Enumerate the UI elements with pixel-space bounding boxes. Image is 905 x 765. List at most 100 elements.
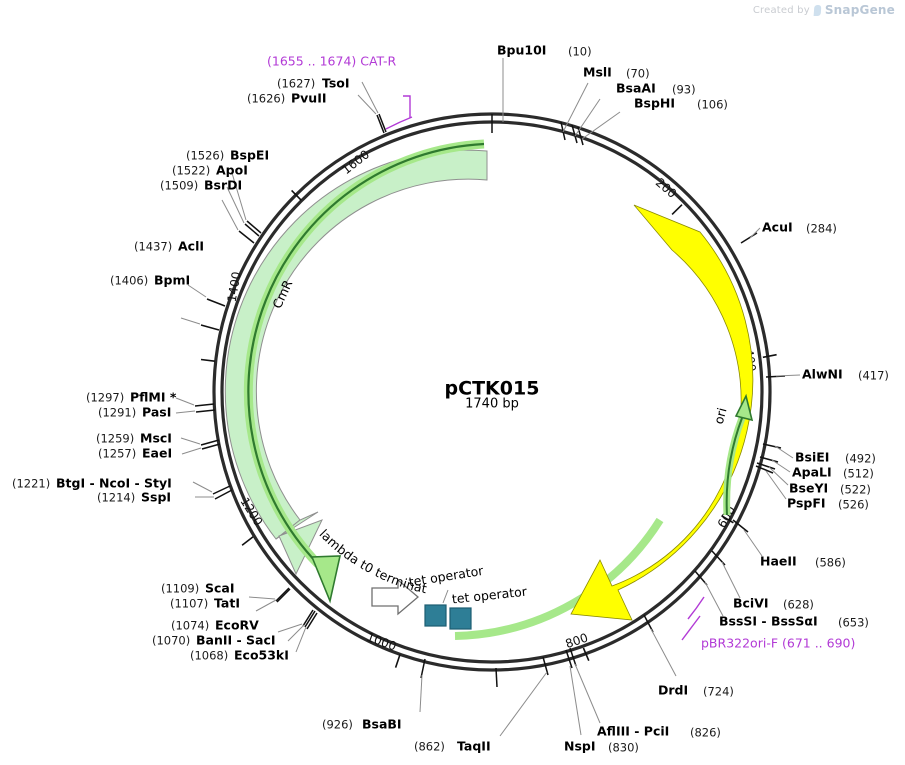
feature-label-ori: ori [711,406,730,426]
site-label-banii-saci[interactable]: (1070) BanII - SacI [152,633,276,648]
primer-label-cat-r: (1655 .. 1674) CAT-R [267,54,397,69]
enzyme-name: BanII - SacI [196,633,276,648]
site-label-drdi[interactable]: DrdI (724) [658,683,734,699]
tick-1000: 1000 [365,630,401,668]
feature-cmr-arrow[interactable] [243,139,485,604]
enzyme-name: PflMI * [130,390,177,405]
site-label-aflIII-pcii[interactable]: AflIII - PciI (826) [597,724,721,740]
snapgene-watermark: Created by SnapGene [753,3,895,17]
feature-ori[interactable]: ori [570,204,754,621]
enzyme-position: (586) [815,556,846,570]
enzyme-name: BciVI [733,596,769,611]
enzyme-name: BsaAI [616,81,656,96]
enzyme-name: PvuII [291,91,327,106]
enzyme-name: DrdI [658,683,688,698]
plasmid-length: 1740 bp [465,397,519,412]
site-label-haeii[interactable]: HaeII (586) [760,554,846,570]
site-label-bspei[interactable]: (1526) BspEI [186,148,269,163]
site-label-bpmi[interactable]: (1406) BpmI [110,273,190,288]
site-label-bseyi[interactable]: BseYI (522) [789,481,871,497]
site-label-alwni[interactable]: AlwNI (417) [802,367,889,383]
enzyme-position: (1291) [98,406,136,420]
site-label-nspi[interactable]: NspI (830) [564,739,639,755]
site-label-apoi[interactable]: (1522) ApoI [172,163,248,178]
enzyme-position: (826) [690,726,721,740]
feature-tet-operator-2[interactable]: tet operator [449,584,528,630]
site-label-bsrdi[interactable]: (1509) BsrDI [160,178,242,193]
enzyme-position: (512) [843,467,874,481]
site-label-sspi[interactable]: (1214) SspI [97,490,171,505]
primer-cat-r[interactable]: (1655 .. 1674) CAT-R [267,54,413,130]
enzyme-position: (284) [806,222,837,236]
feature-green-arc-bottom [454,517,664,640]
enzyme-name: BspHI [634,96,675,111]
site-label-pspfi[interactable]: PspFI (526) [787,496,869,512]
site-label-scai[interactable]: (1109) ScaI [161,581,235,596]
cut-marks [194,113,786,688]
primer-label-pbr322ori-f: pBR322ori-F (671 .. 690) [701,636,855,651]
enzyme-name: BseYI [789,481,828,496]
enzyme-name: NspI [564,739,596,754]
site-label-pflmi[interactable]: (1297) PflMI * [86,390,177,405]
site-label-acui[interactable]: AcuI (284) [762,220,837,236]
enzyme-position: (724) [703,685,734,699]
enzyme-position: (1627) [277,77,315,91]
site-label-msci[interactable]: (1259) MscI [96,431,172,446]
enzyme-position: (1257) [98,447,136,461]
enzyme-position: (653) [838,616,869,630]
site-label-bsaai[interactable]: BsaAI (93) [616,81,696,97]
site-label-pvuii[interactable]: (1626) PvuII [247,91,327,106]
site-label-bsabi[interactable]: (926) BsaBI [322,717,402,732]
site-label-tsoi[interactable]: (1627) TsoI [277,76,350,91]
enzyme-name: BpmI [154,273,190,288]
enzyme-name: EaeI [142,446,172,461]
site-label-ecorv[interactable]: (1074) EcoRV [171,618,259,633]
primer-pbr322ori-f[interactable]: pBR322ori-F (671 .. 690) [681,596,855,651]
feature-cmr[interactable]: CmR [224,149,488,576]
tick-label: 1000 [365,630,398,654]
site-label-bsiei[interactable]: BsiEI (492) [795,450,876,466]
enzyme-position: (526) [838,498,869,512]
tick-label: 800 [564,630,590,651]
site-label-msli[interactable]: MslI (70) [583,65,650,81]
enzyme-name: TatI [214,596,240,611]
page-title: pCTK015 [445,378,540,400]
enzyme-name: ApaLI [792,465,832,480]
feature-lambda-t0-terminator[interactable]: lambda t0 terminator [0,0,430,616]
site-label-btgi-ncoi-styi[interactable]: (1221) BtgI - NcoI - StyI [12,476,172,491]
label-leader-lines [175,58,801,737]
enzyme-position: (862) [414,740,445,754]
enzyme-position: (1070) [152,634,190,648]
enzyme-name: BtgI - NcoI - StyI [56,476,172,491]
site-label-eaei[interactable]: (1257) EaeI [98,446,172,461]
enzyme-position: (1626) [247,92,285,106]
site-label-pasi[interactable]: (1291) PasI [98,405,171,420]
enzyme-position: (70) [626,67,650,81]
site-label-tati[interactable]: (1107) TatI [170,596,240,611]
feature-label-tet-operator-2: tet operator [451,584,528,607]
site-label-acli[interactable]: (1437) AclI [134,239,204,254]
watermark-prefix: Created by [752,4,810,16]
enzyme-position: (417) [858,369,889,383]
site-label-taqii[interactable]: (862) TaqII [414,739,491,754]
enzyme-position: (522) [840,483,871,497]
enzyme-name: ScaI [205,581,235,596]
feature-label-terminator: lambda t0 terminator [0,0,428,596]
enzyme-position: (1214) [97,491,135,505]
site-label-apali[interactable]: ApaLI (512) [792,465,874,481]
enzyme-position: (1221) [12,477,50,491]
label-group-right: AcuI (284) AlwNI (417) BsiEI (492) ApaLI… [414,220,889,755]
site-label-eco53ki[interactable]: (1068) Eco53kI [190,648,289,663]
enzyme-name: MscI [140,431,172,446]
site-label-bsphi[interactable]: BspHI (106) [634,96,728,112]
site-label-bcivi[interactable]: BciVI (628) [733,596,814,612]
enzyme-name: AflIII - PciI [597,724,669,739]
enzyme-name: EcoRV [215,618,259,633]
site-label-bpu10i[interactable]: Bpu10I (10) [497,43,592,59]
enzyme-position: (1109) [161,582,199,596]
label-group-top: Bpu10I (10) MslI (70) BsaAI (93) BspHI (… [497,43,728,112]
enzyme-position: (1526) [186,149,224,163]
site-label-bsssi-bsssai[interactable]: BssSI - BssSαI (653) [719,614,869,630]
enzyme-position: (93) [672,83,696,97]
